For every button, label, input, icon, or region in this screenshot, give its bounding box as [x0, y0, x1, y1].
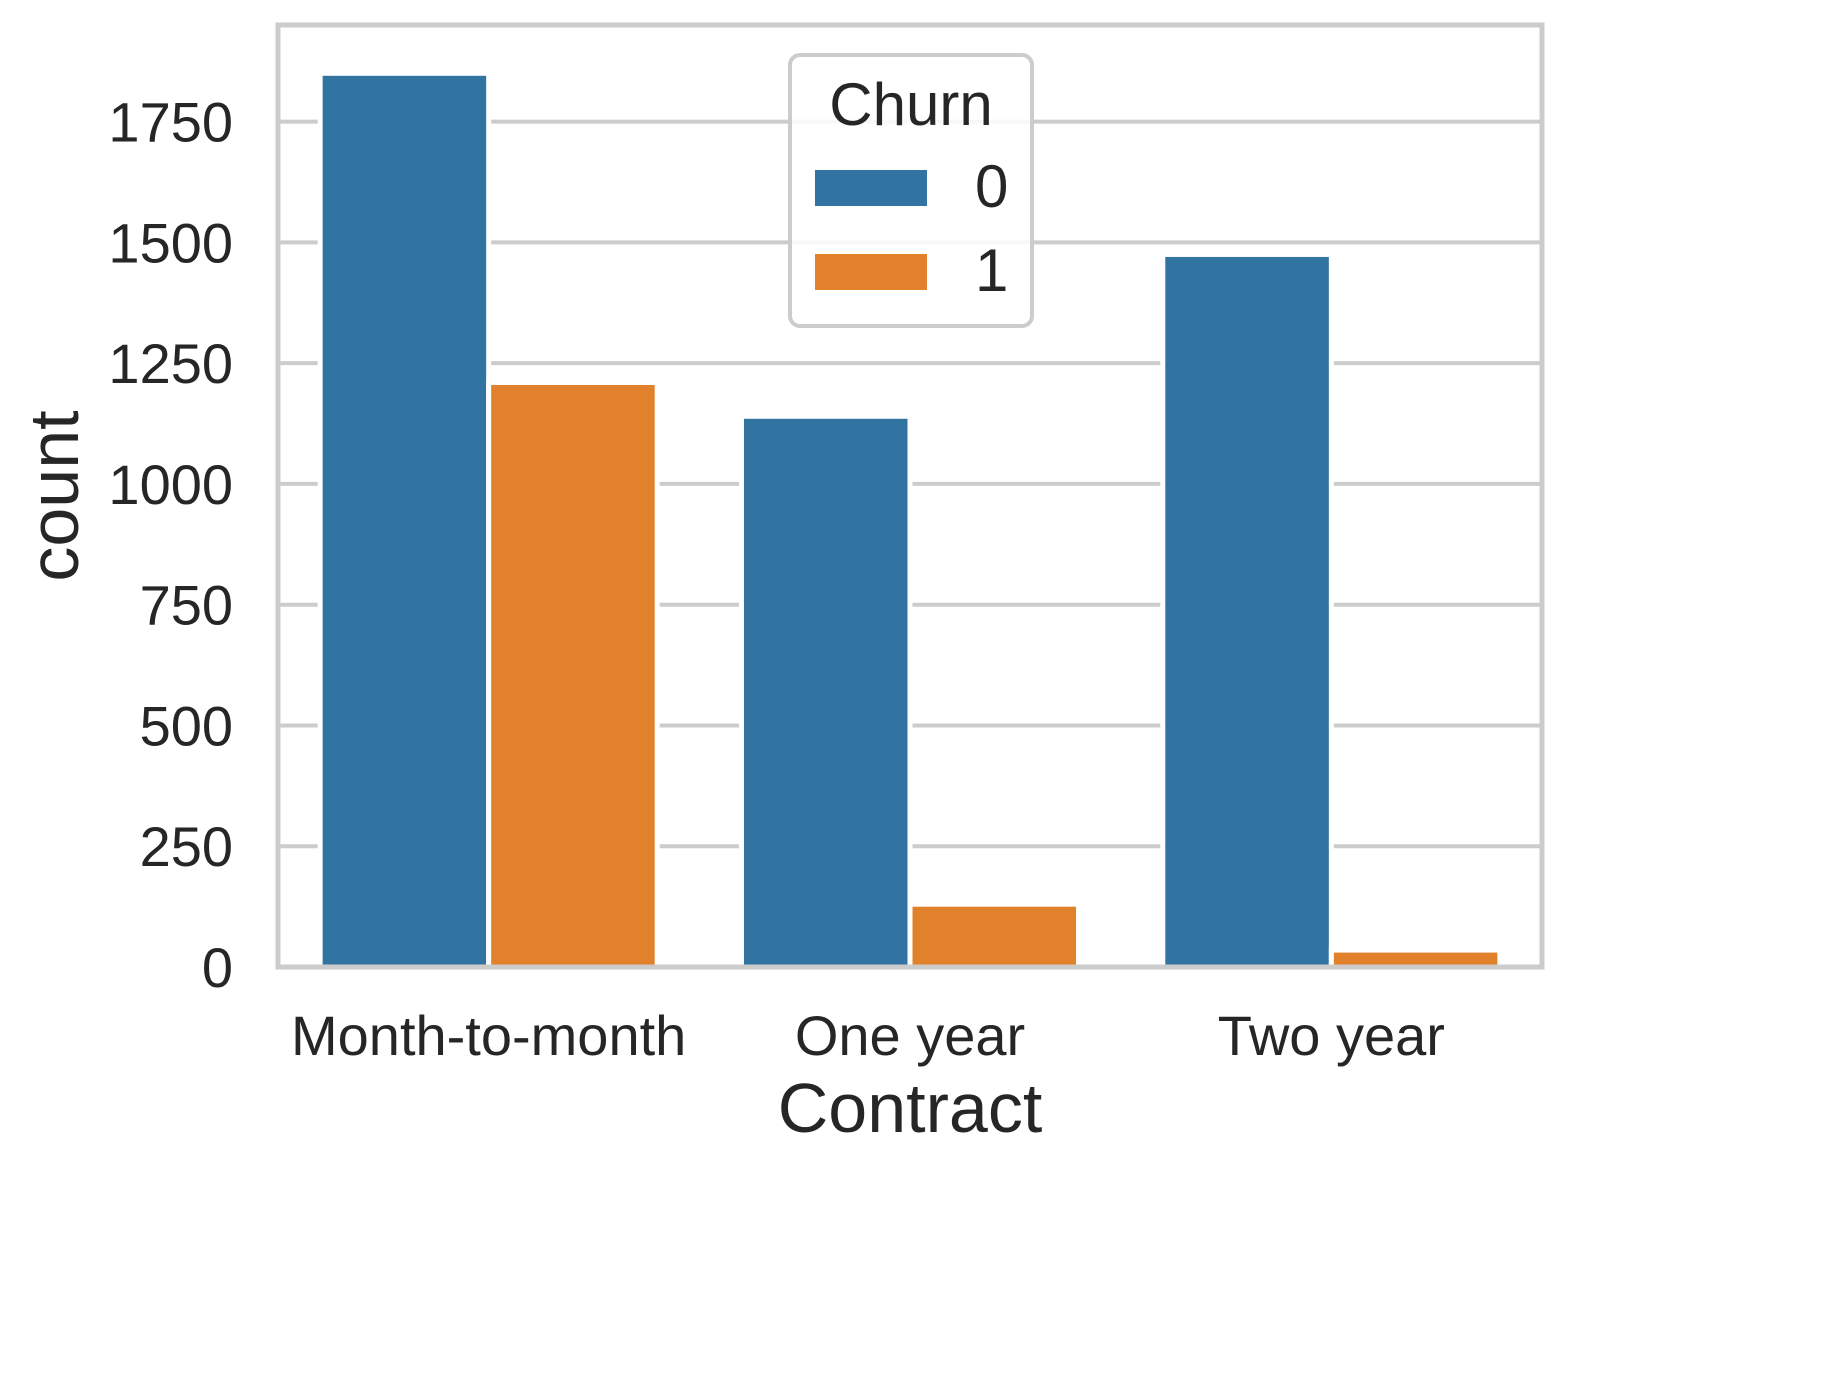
y-axis-label: count [15, 410, 93, 581]
y-tick-label: 750 [140, 574, 233, 637]
x-axis-label: Contract [778, 1069, 1043, 1147]
legend-swatch-churn-1 [815, 254, 927, 290]
x-tick-label: One year [795, 1004, 1025, 1067]
y-tick-label: 0 [202, 936, 233, 999]
x-tick-label: Two year [1218, 1004, 1445, 1067]
bar-one-year-churn-1 [907, 901, 1082, 970]
legend-label-churn-0: 0 [975, 153, 1008, 220]
y-tick-labels: 0 250 500 750 1000 1250 1500 1750 [108, 91, 233, 999]
bar-one-year-churn-0 [738, 413, 913, 970]
legend-label-churn-1: 1 [975, 237, 1008, 304]
y-tick-label: 500 [140, 694, 233, 757]
legend-title: Churn [829, 71, 992, 138]
bar-month-to-month-churn-1 [486, 379, 660, 970]
plot-frame [275, 22, 1545, 970]
legend-swatch-churn-0 [815, 170, 927, 206]
bar-two-year-churn-0 [1160, 251, 1334, 970]
y-tick-label: 1750 [108, 91, 233, 154]
y-tick-label: 250 [140, 815, 233, 878]
bar-two-year-churn-1 [1328, 947, 1503, 970]
bar-month-to-month-churn-0 [317, 70, 492, 970]
y-tick-label: 1500 [108, 211, 233, 274]
y-tick-label: 1000 [108, 453, 233, 516]
x-tick-labels: Month-to-month One year Two year [291, 1004, 1445, 1067]
y-tick-label: 1250 [108, 332, 233, 395]
legend: Churn 0 1 [788, 53, 1034, 328]
x-tick-label: Month-to-month [291, 1004, 686, 1067]
